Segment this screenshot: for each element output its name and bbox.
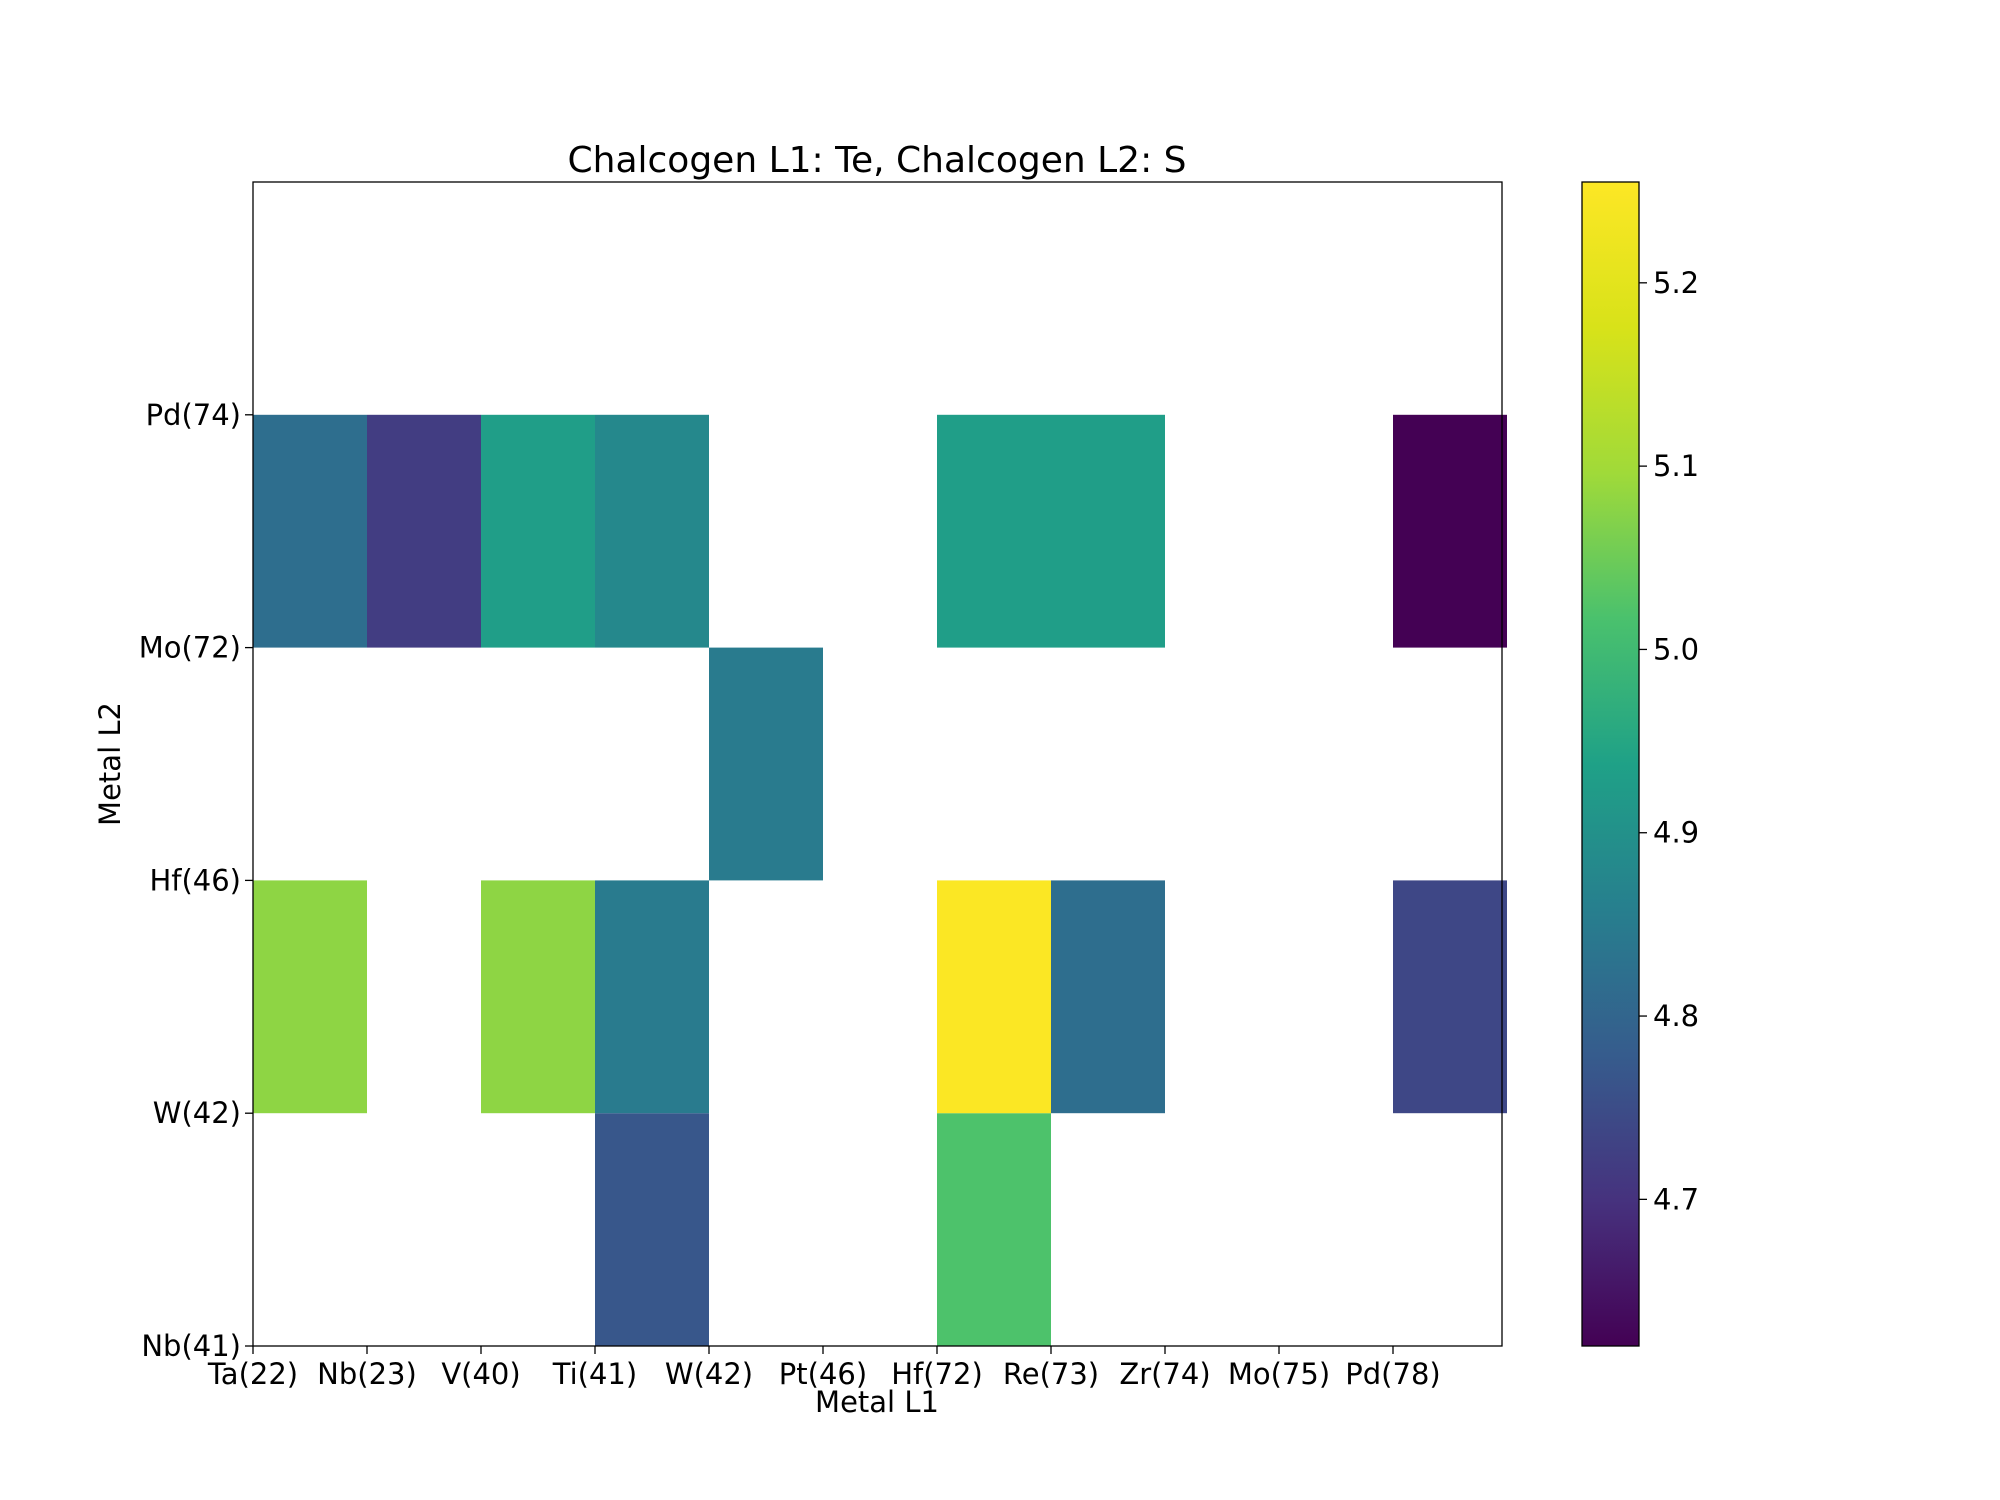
heatmap-cell — [253, 880, 367, 1114]
x-tick-label: Zr(74) — [1119, 1357, 1210, 1391]
x-tick-label: V(40) — [441, 1357, 520, 1391]
y-tick-label: W(42) — [153, 1096, 241, 1130]
heatmap-cell — [595, 1113, 709, 1346]
plot-frame — [252, 181, 1503, 1347]
x-tick-label: Pt(46) — [779, 1357, 867, 1391]
x-axis-label: Metal L1 — [815, 1385, 939, 1419]
heatmap-cell — [595, 880, 709, 1114]
heatmap-cell — [937, 414, 1051, 648]
heatmap-cell — [1051, 414, 1165, 648]
heatmap-cell — [937, 1113, 1051, 1346]
heatmap-cell — [1393, 880, 1507, 1114]
colorbar-tick-label: 4.8 — [1653, 999, 1699, 1033]
y-tick-label: Pd(74) — [146, 398, 241, 432]
heatmap-cells — [253, 414, 1507, 1346]
y-tick-label: Nb(41) — [141, 1329, 241, 1363]
heatmap-cell — [1393, 414, 1507, 648]
colorbar-tick-label: 5.1 — [1653, 449, 1699, 483]
y-tick-label: Mo(72) — [139, 631, 241, 665]
x-tick-label: Nb(23) — [317, 1357, 417, 1391]
x-tick-label: Ta(22) — [207, 1357, 298, 1391]
y-axis-label: Metal L2 — [93, 702, 127, 826]
heatmap-cell — [595, 414, 709, 648]
x-tick-label: Re(73) — [1003, 1357, 1099, 1391]
heatmap-cell — [481, 880, 595, 1114]
x-axis-ticks: Ta(22) Nb(23) V(40) Ti(41) W(42) Pt(46) Hf(72)… — [207, 1346, 1441, 1391]
heatmap-cell — [937, 880, 1051, 1114]
x-tick-label: Pd(78) — [1345, 1357, 1440, 1391]
x-tick-label: Hf(72) — [891, 1357, 983, 1391]
x-tick-label: W(42) — [665, 1357, 753, 1391]
heatmap-cell — [709, 647, 823, 881]
colorbar-tick-label: 4.9 — [1653, 816, 1699, 850]
heatmap-cell — [253, 414, 367, 648]
colorbar-ticks: 4.7 4.8 4.9 5.0 5.1 5.2 — [1639, 266, 1699, 1216]
x-tick-label: Ti(41) — [552, 1357, 637, 1391]
y-axis-ticks: Nb(41) W(42) Hf(46) Mo(72) Pd(74) — [139, 398, 253, 1363]
heatmap-cell — [481, 414, 595, 648]
colorbar-tick-label: 4.7 — [1653, 1182, 1699, 1216]
colorbar-tick-label: 5.0 — [1653, 632, 1699, 666]
heatmap-cell — [1051, 880, 1165, 1114]
colorbar — [1581, 181, 1640, 1347]
x-tick-label: Mo(75) — [1228, 1357, 1330, 1391]
y-tick-label: Hf(46) — [149, 863, 241, 897]
heatmap-cell — [367, 414, 481, 648]
colorbar-tick-label: 5.2 — [1653, 266, 1699, 300]
chart-title: Chalcogen L1: Te, Chalcogen L2: S — [567, 140, 1186, 181]
